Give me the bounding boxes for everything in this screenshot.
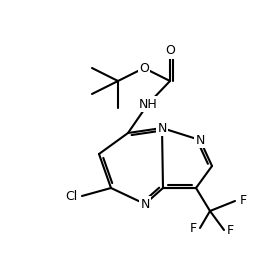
Text: F: F xyxy=(227,223,234,236)
Text: N: N xyxy=(195,134,205,147)
Text: O: O xyxy=(165,44,175,57)
Text: N: N xyxy=(157,122,167,135)
Text: F: F xyxy=(190,222,197,235)
Text: F: F xyxy=(240,194,247,207)
Text: N: N xyxy=(140,197,150,210)
Text: Cl: Cl xyxy=(66,189,78,202)
Text: O: O xyxy=(139,61,149,74)
Text: NH: NH xyxy=(139,98,157,110)
